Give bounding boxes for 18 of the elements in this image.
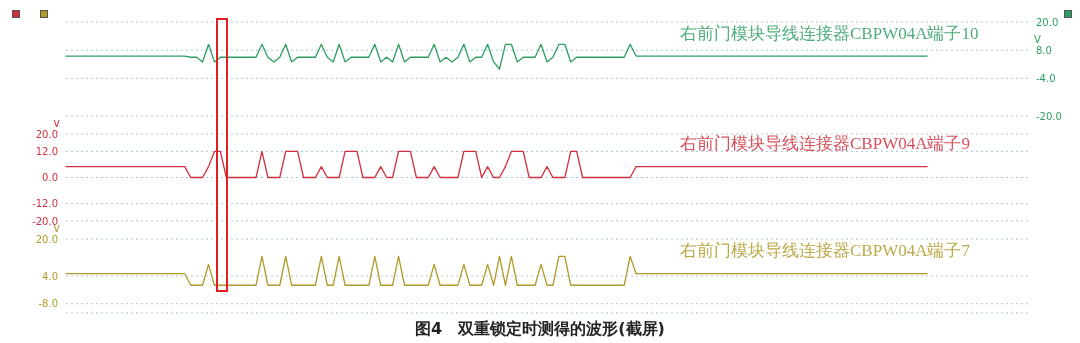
- y-tick-label: 4.0: [42, 270, 58, 282]
- line-series: [65, 43, 928, 70]
- series-label: 右前门模块导线连接器CBPW04A端子7: [680, 240, 970, 262]
- series-label: 右前门模块导线连接器CBPW04A端子10: [680, 23, 979, 45]
- y-tick-label: -20.0: [1036, 110, 1062, 122]
- series-label: 右前门模块导线连接器CBPW04A端子9: [680, 133, 970, 155]
- y-tick-label: -4.0: [1036, 72, 1056, 84]
- y-tick-label: 0.0: [42, 172, 58, 184]
- y-tick-label: 20.0: [35, 233, 58, 245]
- y-tick-label: 12.0: [35, 145, 58, 157]
- y-tick-label: 20.0: [35, 128, 58, 140]
- y-axis-title: V: [53, 118, 61, 130]
- y-tick-label: -8.0: [38, 298, 58, 310]
- y-tick-label: -12.0: [32, 198, 58, 210]
- caption: 图4 双重锁定时测得的波形(截屏): [414, 319, 666, 340]
- y-tick-label: 8.0: [1036, 44, 1052, 56]
- y-axis-title: V: [1034, 34, 1041, 46]
- y-tick-label: 20.0: [1036, 16, 1059, 28]
